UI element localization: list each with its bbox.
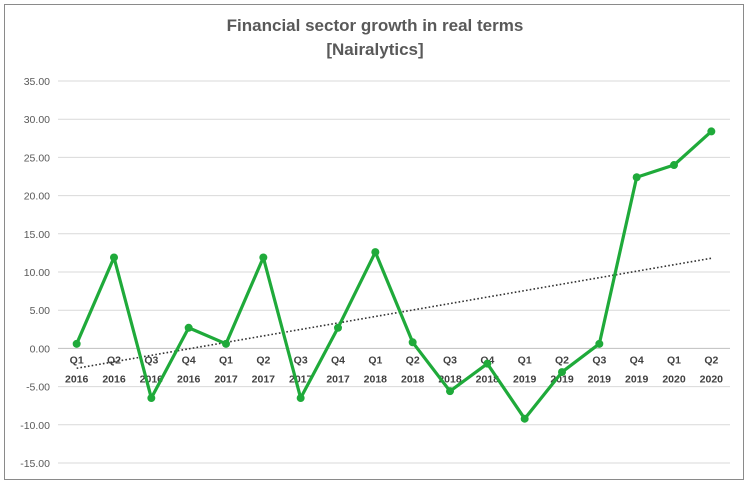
data-point xyxy=(371,248,380,257)
data-point xyxy=(483,359,492,368)
x-tick-year: 2020 xyxy=(700,373,724,385)
x-tick-quarter: Q3 xyxy=(294,354,308,366)
y-axis-ticks: 35.00 30.00 25.00 20.00 15.00 10.00 5.00 0.00 -5… xyxy=(20,76,50,470)
data-point xyxy=(184,323,193,332)
x-tick-quarter: Q1 xyxy=(667,354,681,366)
y-tick-label: -5.00 xyxy=(26,382,50,394)
gridlines xyxy=(58,80,730,464)
data-point xyxy=(408,338,417,347)
x-tick-year: 2018 xyxy=(476,373,500,385)
y-tick-label: -10.00 xyxy=(20,420,50,432)
y-tick-label: 35.00 xyxy=(24,76,50,88)
x-tick-quarter: Q4 xyxy=(630,354,644,366)
x-tick-quarter: Q1 xyxy=(368,354,382,366)
x-tick-quarter: Q2 xyxy=(704,354,718,366)
x-tick-quarter: Q3 xyxy=(592,354,606,366)
x-tick-year: 2017 xyxy=(326,373,350,385)
x-tick-year: 2018 xyxy=(364,373,388,385)
x-tick-year: 2020 xyxy=(662,373,686,385)
data-point xyxy=(558,368,566,377)
series-line xyxy=(75,130,713,421)
x-tick-quarter: Q4 xyxy=(331,354,345,366)
data-point xyxy=(147,394,156,403)
data-point xyxy=(72,339,81,348)
y-tick-label: 30.00 xyxy=(24,114,50,126)
x-tick-quarter: Q3 xyxy=(144,354,158,366)
x-tick-quarter: Q4 xyxy=(182,354,196,366)
chart-subtitle: [Nairalytics] xyxy=(326,40,424,59)
y-tick-label: -15.00 xyxy=(20,458,50,470)
y-tick-label: 5.00 xyxy=(30,305,51,317)
data-point xyxy=(632,173,641,182)
data-point xyxy=(296,394,305,403)
data-point xyxy=(110,253,118,262)
x-tick-quarter: Q3 xyxy=(443,354,457,366)
x-tick-quarter: Q2 xyxy=(555,354,569,366)
x-tick-year: 2017 xyxy=(252,373,276,385)
y-tick-label: 15.00 xyxy=(24,229,50,241)
data-point xyxy=(595,339,604,348)
x-tick-year: 2018 xyxy=(401,373,425,385)
x-tick-year: 2019 xyxy=(550,373,574,385)
data-point xyxy=(707,127,716,136)
x-tick-year: 2016 xyxy=(102,373,126,385)
data-point xyxy=(222,339,230,348)
x-tick-year: 2016 xyxy=(65,373,89,385)
y-tick-label: 20.00 xyxy=(24,191,50,203)
chart-title-block: Financial sector growth in real terms [N… xyxy=(0,14,750,62)
x-tick-year: 2019 xyxy=(513,373,537,385)
x-tick-quarter: Q2 xyxy=(406,354,420,366)
x-tick-year: 2019 xyxy=(588,373,612,385)
y-tick-label: 25.00 xyxy=(24,152,50,164)
x-tick-quarter: Q2 xyxy=(256,354,270,366)
x-tick-year: 2017 xyxy=(214,373,238,385)
trendline xyxy=(76,257,712,370)
series xyxy=(72,127,716,423)
x-axis-ticks: Q12016Q22016Q32016Q42016Q12017Q22017Q320… xyxy=(65,354,723,385)
data-point xyxy=(670,161,678,170)
y-tick-label: 0.00 xyxy=(30,343,51,355)
x-tick-quarter: Q1 xyxy=(70,354,84,366)
data-point xyxy=(334,323,342,332)
y-tick-label: 10.00 xyxy=(24,267,50,279)
x-tick-quarter: Q1 xyxy=(518,354,532,366)
x-tick-quarter: Q2 xyxy=(107,354,121,366)
data-point xyxy=(259,253,268,262)
linear-trendline xyxy=(76,257,712,370)
x-tick-quarter: Q1 xyxy=(219,354,233,366)
x-tick-year: 2016 xyxy=(177,373,201,385)
data-point xyxy=(520,414,529,423)
data-point xyxy=(446,387,454,396)
x-tick-year: 2019 xyxy=(625,373,649,385)
chart-title: Financial sector growth in real terms xyxy=(226,16,524,35)
